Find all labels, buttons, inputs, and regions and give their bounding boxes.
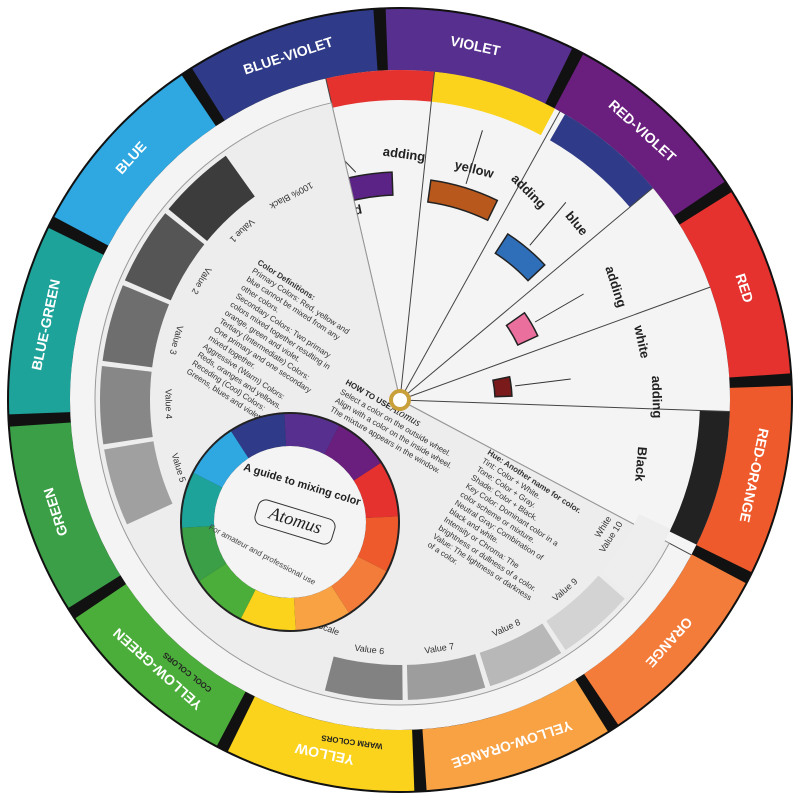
window-divider — [399, 399, 730, 413]
ring-segment — [554, 54, 725, 216]
mix-color: white — [631, 323, 653, 360]
window-tip — [431, 71, 555, 136]
mix-color: Black — [632, 446, 650, 483]
gray-tile — [100, 366, 153, 445]
center-rivet — [389, 389, 411, 411]
gray-tile — [168, 155, 255, 241]
mix-arrow — [465, 130, 483, 185]
ring-segment — [227, 696, 415, 791]
mini-wheel-segment — [182, 525, 227, 581]
mix-adding: adding — [649, 375, 665, 418]
guide-brand-box — [254, 499, 336, 545]
mix-arrow — [515, 378, 571, 387]
ring-segment — [584, 554, 746, 725]
window-divider — [399, 111, 561, 401]
gray-tile — [406, 654, 486, 700]
mini-wheel-segment — [193, 431, 249, 488]
gray-value-label: Value 7 — [424, 641, 455, 656]
mini-wheel-segment — [293, 585, 349, 630]
ring-segment — [696, 385, 791, 573]
window-tip — [550, 114, 653, 208]
mini-wheel-segment — [353, 463, 398, 519]
mini-wheel-segment — [182, 472, 223, 528]
mini-wheel-segment — [357, 516, 398, 572]
mix-swatch — [505, 311, 539, 347]
mini-wheel-segment — [240, 589, 296, 630]
gray-tile — [479, 623, 562, 687]
mix-swatch — [492, 375, 513, 398]
window-divider — [399, 187, 654, 401]
mix-arrow — [529, 202, 567, 246]
mini-wheel-segment — [231, 414, 287, 459]
ring-segment — [192, 9, 378, 121]
gray-tile — [601, 514, 671, 595]
gray-tile — [324, 656, 403, 700]
mini-wheel-segment — [324, 425, 381, 481]
ring-segment — [75, 584, 246, 746]
gray-tile — [546, 575, 625, 651]
ring-segment — [385, 8, 573, 104]
mix-arrow — [534, 293, 584, 323]
gray-value-label: Value 4 — [163, 389, 174, 419]
ring-segment — [422, 679, 608, 791]
ring-segment — [8, 227, 104, 415]
mix-swatch — [426, 179, 499, 222]
gray-tile — [104, 441, 173, 525]
window-divider — [399, 286, 711, 401]
ring-segment — [679, 192, 791, 378]
window-tip — [325, 70, 435, 108]
mini-wheel-center — [214, 446, 366, 598]
window-tip — [669, 410, 730, 545]
window-divider — [399, 71, 435, 401]
ring-segment — [54, 75, 216, 246]
gray-tile — [124, 213, 205, 301]
gray-tile — [102, 285, 170, 368]
gray-value-label: Value 6 — [354, 643, 385, 657]
ring-segment — [9, 422, 121, 608]
mini-wheel-segment — [331, 556, 387, 613]
mix-swatch — [494, 232, 546, 282]
mini-wheel-segment — [199, 563, 256, 619]
mix-adding: adding — [382, 144, 426, 165]
mini-wheel-segment — [284, 414, 340, 455]
